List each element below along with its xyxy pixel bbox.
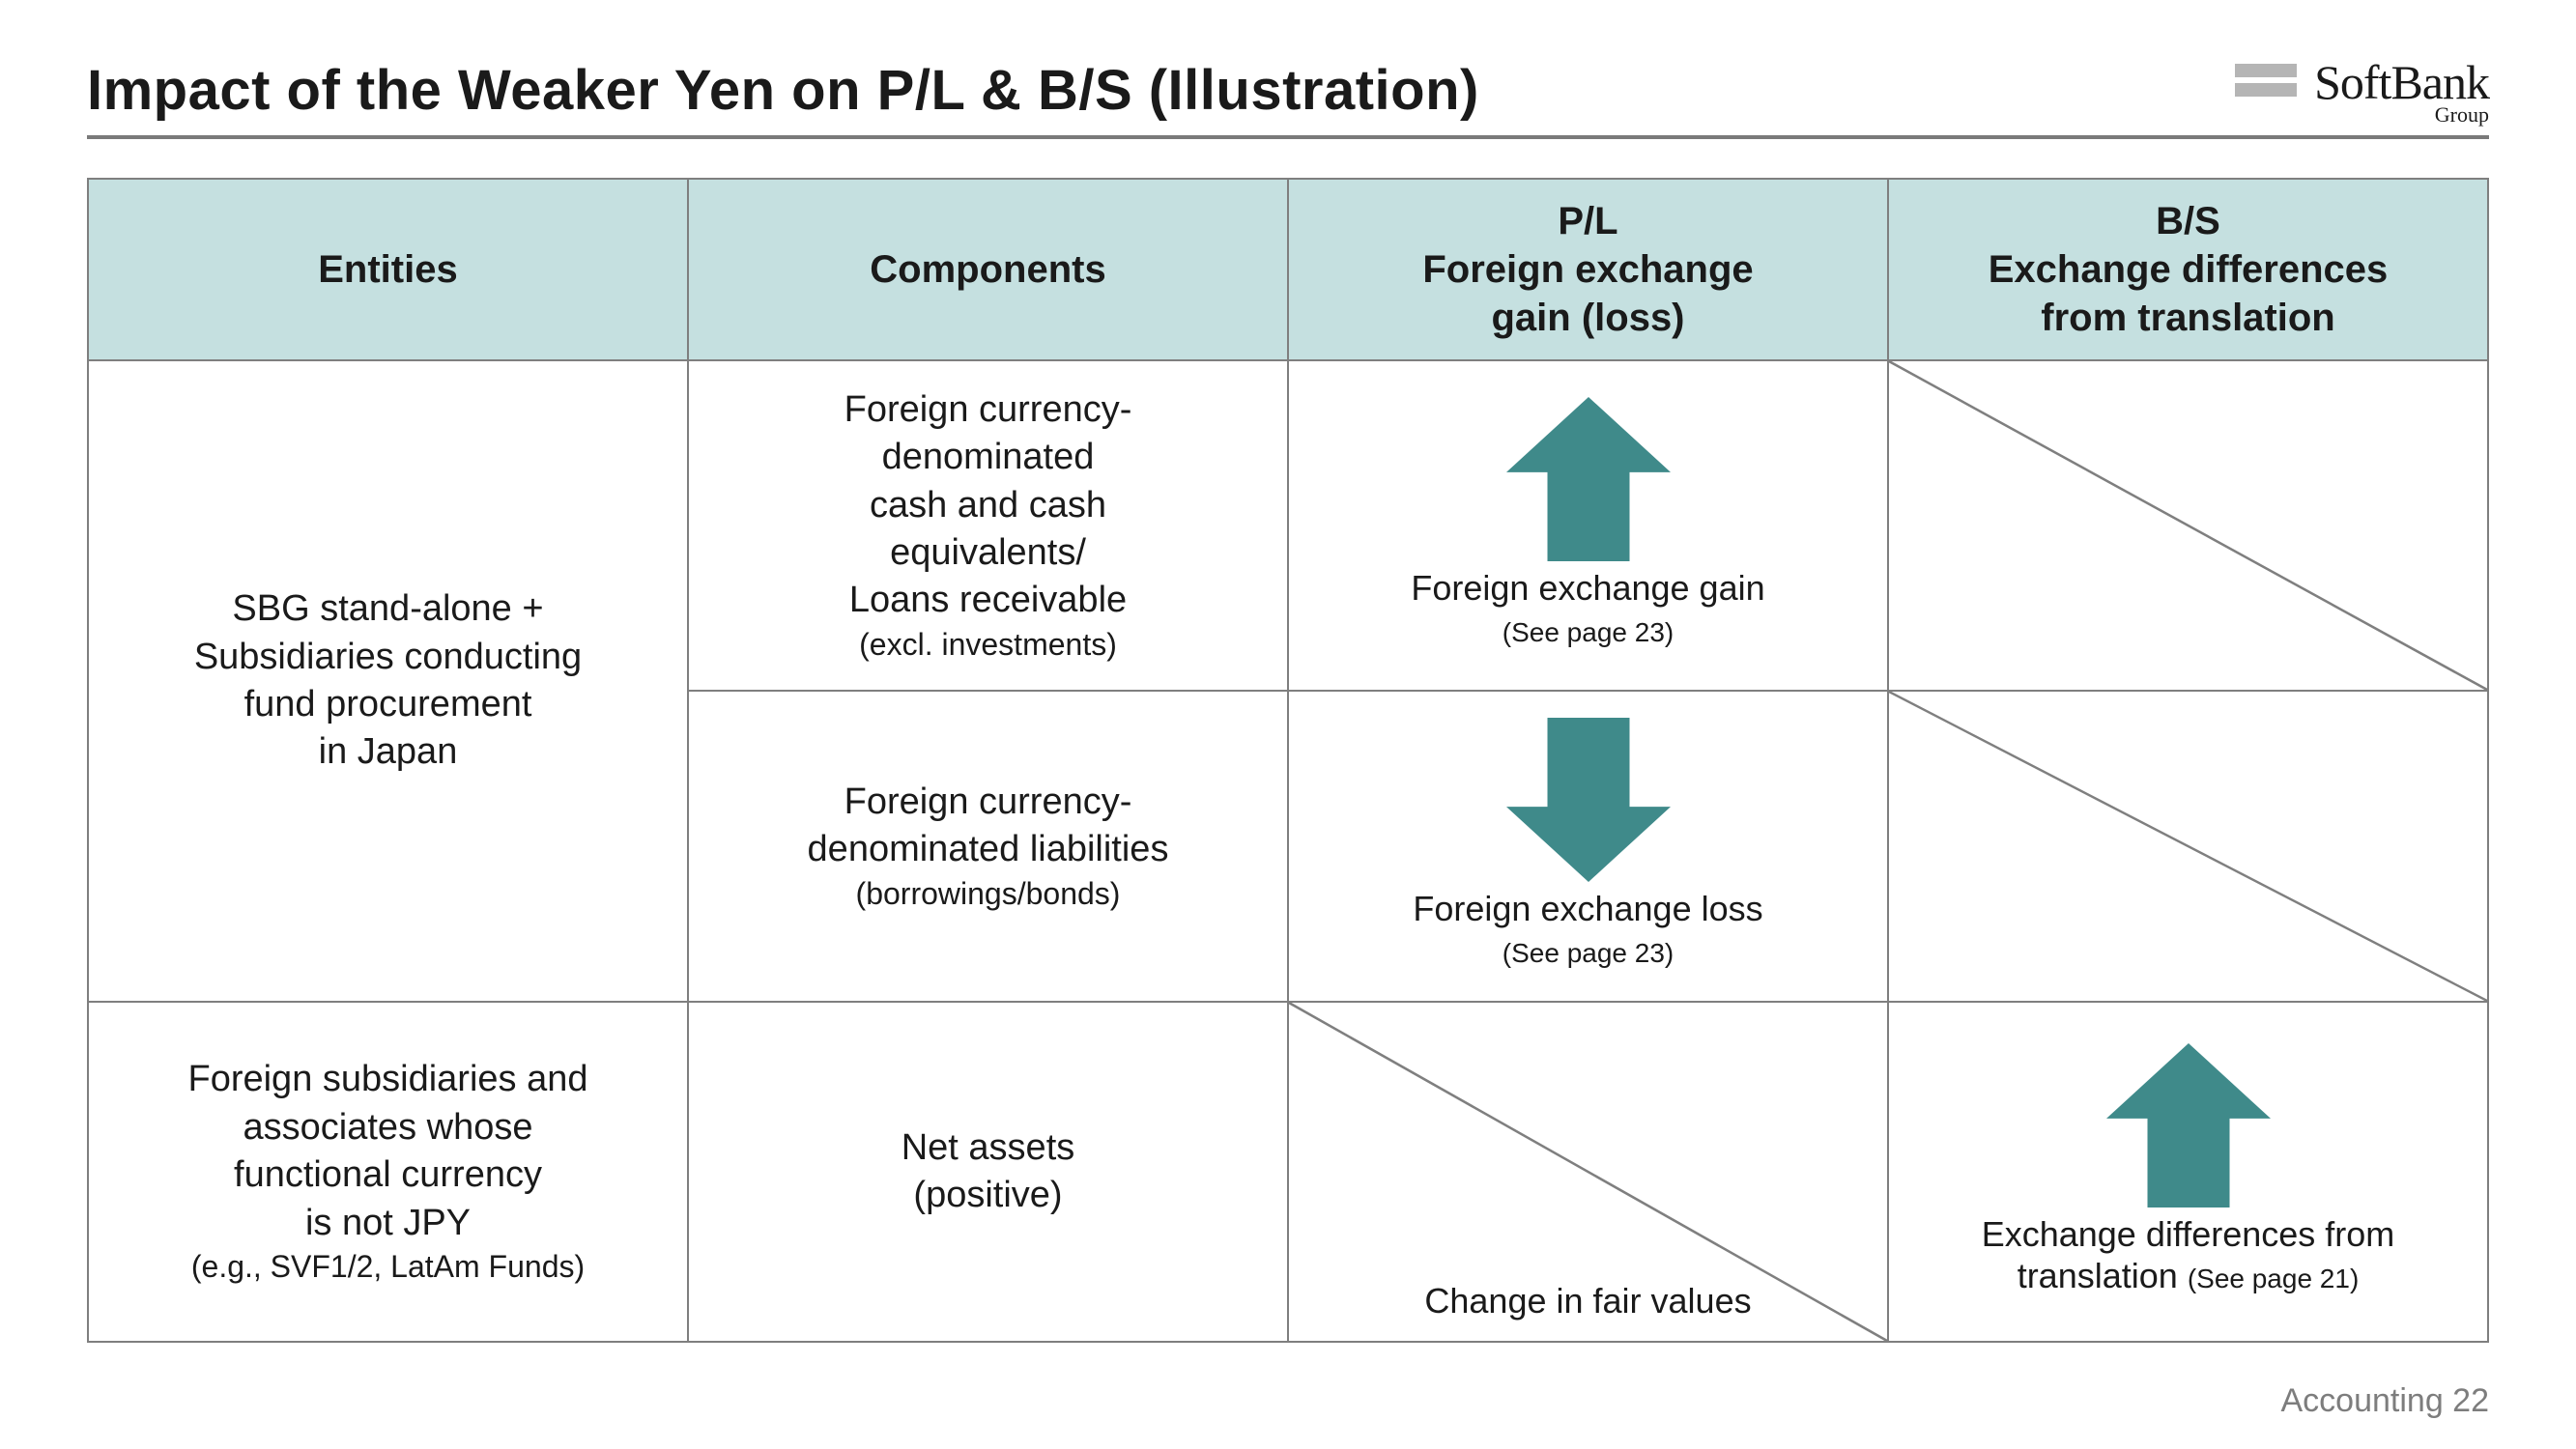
comp-1b-sub: (borrowings/bonds) [706, 874, 1270, 915]
arrow-down-icon [1506, 718, 1671, 882]
comp-1a-sub: (excl. investments) [706, 625, 1270, 666]
cell-bs-2: Exchange differences from translation (S… [1888, 1002, 2488, 1342]
entity-2-text: Foreign subsidiaries and associates whos… [106, 1056, 670, 1247]
logo-bars-icon [2235, 64, 2297, 97]
diagonal-slash-icon [1889, 692, 2487, 1001]
impact-table: Entities Components P/L Foreign exchange… [87, 178, 2489, 1343]
cell-entity-2: Foreign subsidiaries and associates whos… [88, 1002, 688, 1342]
comp-2-text: Net assets (positive) [689, 1105, 1287, 1239]
pl-1a-label: Foreign exchange gain (See page 23) [1411, 567, 1764, 650]
entity-2-sub: (e.g., SVF1/2, LatAm Funds) [106, 1247, 670, 1288]
softbank-logo: SoftBank Group [2235, 58, 2489, 126]
th-pl: P/L Foreign exchange gain (loss) [1288, 179, 1888, 360]
cell-comp-1a: Foreign currency- denominated cash and c… [688, 360, 1288, 691]
footer-note: Accounting 22 [2281, 1382, 2490, 1420]
logo-text-wrap: SoftBank Group [2314, 58, 2489, 126]
page-title: Impact of the Weaker Yen on P/L & B/S (I… [87, 58, 1479, 123]
th-components: Components [688, 179, 1288, 360]
logo-text: SoftBank [2314, 58, 2489, 106]
entity-1-text: SBG stand-alone + Subsidiaries conductin… [89, 566, 687, 796]
entity-2-wrap: Foreign subsidiaries and associates whos… [89, 1037, 687, 1306]
cell-pl-1a: Foreign exchange gain (See page 23) [1288, 360, 1888, 691]
comp-1b-wrap: Foreign currency- denominated liabilitie… [689, 759, 1287, 933]
table-row: SBG stand-alone + Subsidiaries conductin… [88, 360, 2488, 691]
bs-2-label: Exchange differences from translation (S… [1982, 1213, 2395, 1296]
cell-comp-2: Net assets (positive) [688, 1002, 1288, 1342]
comp-1a-text: Foreign currency- denominated cash and c… [706, 386, 1270, 625]
cell-bs-1a [1888, 360, 2488, 691]
pl-1b-label: Foreign exchange loss (See page 23) [1413, 888, 1762, 971]
cell-entity-1: SBG stand-alone + Subsidiaries conductin… [88, 360, 688, 1002]
diagonal-slash-icon [1889, 361, 2487, 690]
pl-2-label: Change in fair values [1289, 1280, 1887, 1321]
cell-pl-1b: Foreign exchange loss (See page 23) [1288, 691, 1888, 1002]
arrow-up-icon [2106, 1043, 2271, 1208]
th-bs: B/S Exchange differences from translatio… [1888, 179, 2488, 360]
cell-comp-1b: Foreign currency- denominated liabilitie… [688, 691, 1288, 1002]
comp-1a-wrap: Foreign currency- denominated cash and c… [689, 367, 1287, 685]
header-row: Impact of the Weaker Yen on P/L & B/S (I… [87, 58, 2489, 126]
logo-subtext: Group [2435, 104, 2489, 126]
cell-pl-2: Change in fair values [1288, 1002, 1888, 1342]
pl-1a-wrap: Foreign exchange gain (See page 23) [1289, 384, 1887, 668]
th-entities: Entities [88, 179, 688, 360]
pl-1b-wrap: Foreign exchange loss (See page 23) [1289, 704, 1887, 988]
cell-bs-1b [1888, 691, 2488, 1002]
arrow-up-icon [1506, 397, 1671, 561]
comp-1b-text: Foreign currency- denominated liabilitie… [706, 779, 1270, 874]
table-header-row: Entities Components P/L Foreign exchange… [88, 179, 2488, 360]
title-rule [87, 135, 2489, 139]
table-row: Foreign subsidiaries and associates whos… [88, 1002, 2488, 1342]
bs-2-wrap: Exchange differences from translation (S… [1889, 1030, 2487, 1314]
